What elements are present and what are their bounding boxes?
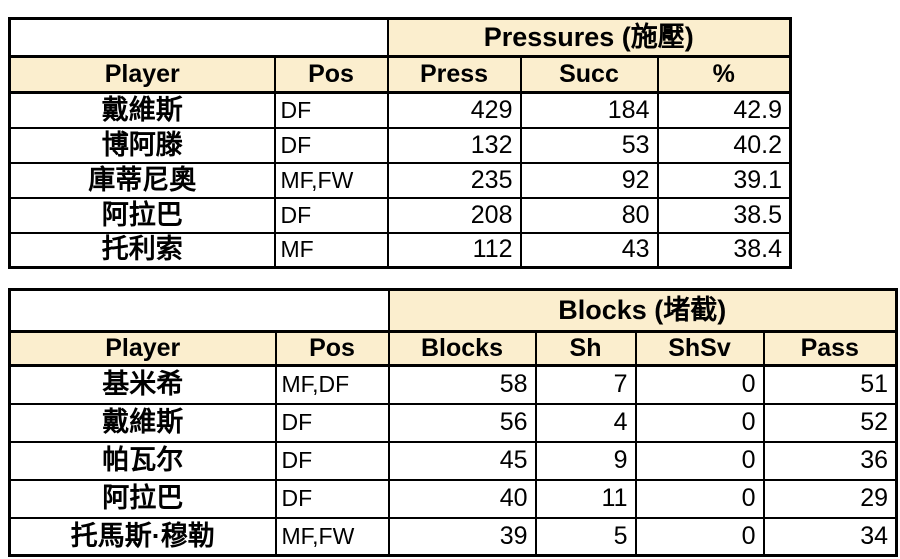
player-name-cell: 庫蒂尼奧 [8, 161, 276, 199]
table-row: 庫蒂尼奧 MF,FW 235 92 39.1 [8, 161, 792, 199]
pressures-group-header: Pressures (施壓) [386, 17, 792, 58]
stat-cell: 429 [386, 91, 522, 129]
stat-cell: 45 [387, 440, 537, 481]
empty-corner-cell [8, 288, 390, 333]
table-row: 基米希 MF,DF 58 7 0 51 [8, 364, 898, 405]
column-header-pos: Pos [273, 55, 389, 94]
table-row: 戴維斯 DF 429 184 42.9 [8, 91, 792, 129]
table-row: Pressures (施壓) [8, 17, 792, 58]
position-cell: MF [273, 231, 389, 269]
empty-corner-cell [8, 17, 389, 58]
player-name-cell: 阿拉巴 [8, 478, 277, 519]
stat-cell: 0 [634, 440, 765, 481]
column-header-player: Player [8, 55, 276, 94]
stat-cell: 0 [634, 402, 765, 443]
column-header-player: Player [8, 330, 277, 367]
stat-cell: 40 [387, 478, 537, 519]
stat-cell: 184 [519, 91, 659, 129]
stat-cell: 112 [386, 231, 522, 269]
stat-cell: 39.1 [656, 161, 792, 199]
player-name-cell: 托馬斯·穆勒 [8, 516, 277, 557]
player-name-cell: 托利索 [8, 231, 276, 269]
table-row: 阿拉巴 DF 208 80 38.5 [8, 196, 792, 234]
table-row: 阿拉巴 DF 40 11 0 29 [8, 478, 898, 519]
stat-cell: 38.5 [656, 196, 792, 234]
player-name-cell: 阿拉巴 [8, 196, 276, 234]
column-header-shsv: ShSv [634, 330, 765, 367]
position-cell: DF [273, 91, 389, 129]
stat-cell: 0 [634, 516, 765, 557]
player-name-cell: 基米希 [8, 364, 277, 405]
position-cell: DF [274, 402, 390, 443]
blocks-group-header: Blocks (堵截) [387, 288, 898, 333]
player-name-cell: 戴維斯 [8, 91, 276, 129]
stat-cell: 4 [534, 402, 637, 443]
table-header-row: Player Pos Press Succ % [8, 55, 792, 94]
table-header-row: Player Pos Blocks Sh ShSv Pass [8, 330, 898, 367]
position-cell: MF,FW [273, 161, 389, 199]
stat-cell: 56 [387, 402, 537, 443]
stat-cell: 9 [534, 440, 637, 481]
stat-cell: 0 [634, 478, 765, 519]
column-header-press: Press [386, 55, 522, 94]
stat-cell: 132 [386, 126, 522, 164]
column-header-pos: Pos [274, 330, 390, 367]
position-cell: DF [273, 196, 389, 234]
stat-cell: 38.4 [656, 231, 792, 269]
stat-cell: 39 [387, 516, 537, 557]
stat-cell: 235 [386, 161, 522, 199]
stat-cell: 7 [534, 364, 637, 405]
player-name-cell: 博阿滕 [8, 126, 276, 164]
table-row: 托馬斯·穆勒 MF,FW 39 5 0 34 [8, 516, 898, 557]
stat-cell: 11 [534, 478, 637, 519]
column-header-succ: Succ [519, 55, 659, 94]
stat-cell: 5 [534, 516, 637, 557]
position-cell: MF,DF [274, 364, 390, 405]
stat-cell: 51 [762, 364, 898, 405]
stat-cell: 42.9 [656, 91, 792, 129]
stat-cell: 40.2 [656, 126, 792, 164]
stat-cell: 0 [634, 364, 765, 405]
table-row: 托利索 MF 112 43 38.4 [8, 231, 792, 269]
table-row: 帕瓦尔 DF 45 9 0 36 [8, 440, 898, 481]
stat-cell: 36 [762, 440, 898, 481]
player-name-cell: 帕瓦尔 [8, 440, 277, 481]
table-row: 戴維斯 DF 56 4 0 52 [8, 402, 898, 443]
position-cell: DF [274, 440, 390, 481]
stat-cell: 52 [762, 402, 898, 443]
column-header-blocks: Blocks [387, 330, 537, 367]
table-row: Blocks (堵截) [8, 288, 898, 333]
stat-cell: 53 [519, 126, 659, 164]
stat-cell: 34 [762, 516, 898, 557]
position-cell: MF,FW [274, 516, 390, 557]
stat-cell: 208 [386, 196, 522, 234]
table-row: 博阿滕 DF 132 53 40.2 [8, 126, 792, 164]
stat-cell: 29 [762, 478, 898, 519]
player-name-cell: 戴維斯 [8, 402, 277, 443]
pressures-table: Pressures (施壓) Player Pos Press Succ % 戴… [8, 17, 793, 269]
stat-cell: 58 [387, 364, 537, 405]
position-cell: DF [274, 478, 390, 519]
column-header-pct: % [656, 55, 792, 94]
blocks-table: Blocks (堵截) Player Pos Blocks Sh ShSv Pa… [8, 288, 899, 557]
stat-cell: 43 [519, 231, 659, 269]
stat-cell: 80 [519, 196, 659, 234]
stat-cell: 92 [519, 161, 659, 199]
position-cell: DF [273, 126, 389, 164]
column-header-sh: Sh [534, 330, 637, 367]
column-header-pass: Pass [762, 330, 898, 367]
